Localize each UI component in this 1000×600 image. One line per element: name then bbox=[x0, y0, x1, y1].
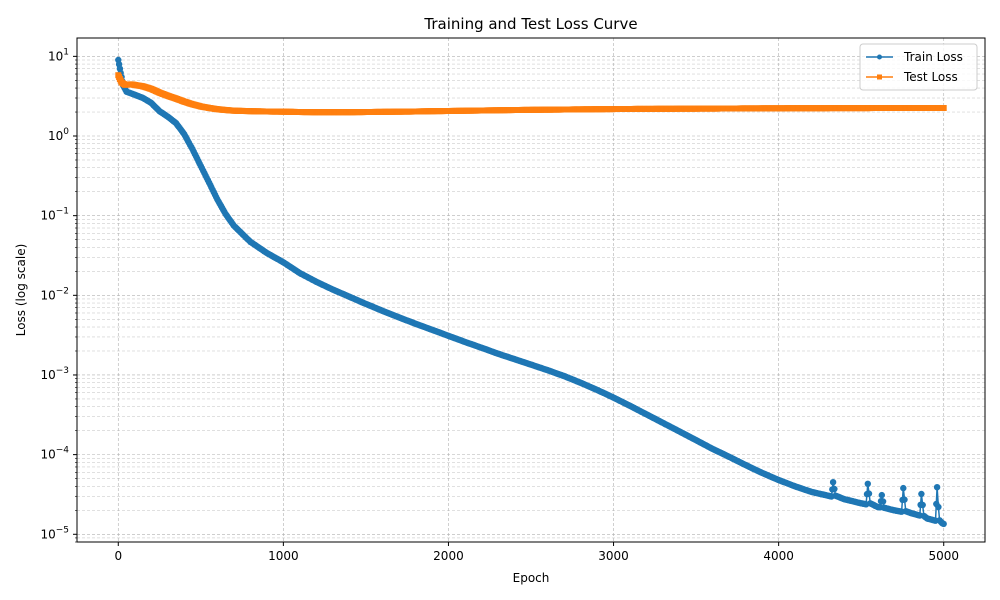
data-point bbox=[918, 490, 925, 498]
y-tick-label: 10−2 bbox=[40, 286, 69, 302]
y-tick-label: 10−5 bbox=[40, 525, 69, 541]
x-axis-label: Epoch bbox=[513, 571, 550, 585]
series-test-loss bbox=[115, 72, 947, 116]
y-tick-label: 10−4 bbox=[40, 446, 69, 462]
y-axis-ticks: 101 100 10−1 10−2 10−3 10−4 10−5 bbox=[40, 47, 77, 543]
data-point bbox=[829, 479, 837, 486]
legend-test-marker bbox=[877, 74, 882, 80]
x-tick-label: 1000 bbox=[268, 549, 299, 563]
y-tick-label: 101 bbox=[48, 47, 69, 63]
data-point bbox=[935, 503, 942, 511]
data-point bbox=[933, 484, 941, 491]
chart-title: Training and Test Loss Curve bbox=[423, 15, 637, 33]
data-point bbox=[940, 105, 947, 111]
x-tick-label: 3000 bbox=[598, 549, 629, 563]
legend-train-label: Train Loss bbox=[903, 50, 963, 64]
plot-frame bbox=[76, 37, 986, 543]
y-tick-label: 10−3 bbox=[40, 366, 69, 382]
legend-train-marker bbox=[877, 54, 882, 60]
data-point bbox=[865, 490, 873, 497]
data-point bbox=[901, 496, 908, 503]
x-tick-label: 2000 bbox=[433, 549, 464, 563]
legend: Train Loss Test Loss bbox=[859, 43, 978, 91]
data-point bbox=[879, 498, 887, 505]
series-layer bbox=[115, 56, 947, 528]
legend-box bbox=[859, 43, 978, 91]
grid-lines bbox=[77, 38, 985, 543]
series-train-loss bbox=[115, 56, 947, 528]
x-tick-label: 0 bbox=[114, 549, 122, 563]
x-tick-label: 5000 bbox=[928, 549, 959, 563]
data-point bbox=[940, 520, 947, 528]
data-point bbox=[900, 484, 907, 492]
data-point bbox=[864, 480, 871, 487]
series-line bbox=[117, 59, 945, 525]
x-axis-ticks: 0 1000 2000 3000 4000 5000 bbox=[114, 542, 959, 563]
y-tick-label: 100 bbox=[48, 127, 69, 143]
x-tick-label: 4000 bbox=[763, 549, 794, 563]
y-axis-label: Loss (log scale) bbox=[14, 244, 28, 337]
data-point bbox=[919, 501, 926, 509]
y-tick-label: 10−1 bbox=[40, 207, 69, 223]
data-point bbox=[831, 485, 838, 493]
data-point bbox=[878, 491, 885, 499]
legend-test-label: Test Loss bbox=[903, 70, 958, 84]
